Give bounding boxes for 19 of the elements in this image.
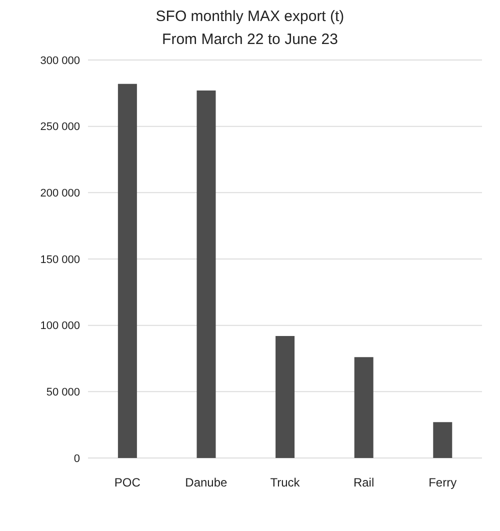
y-tick-label: 50 000: [46, 386, 80, 399]
bar: [196, 90, 216, 458]
chart-subtitle: From March 22 to June 23: [161, 31, 339, 48]
x-tick-label: POC: [114, 476, 141, 490]
x-tick-label: Rail: [353, 476, 374, 490]
y-tick-label: 0: [74, 452, 80, 465]
y-tick-label: 300 000: [40, 54, 80, 67]
y-tick-label: 100 000: [40, 320, 80, 332]
bar: [354, 357, 374, 458]
y-tick-label: 150 000: [40, 254, 80, 266]
bar: [276, 336, 295, 458]
y-tick-label: 250 000: [40, 121, 80, 134]
chart-title: SFO monthly MAX export (t): [154, 8, 346, 25]
bar: [433, 422, 452, 458]
x-tick-label: Danube: [185, 476, 228, 490]
x-tick-label: Ferry: [428, 476, 457, 490]
y-tick-label: 200 000: [40, 188, 80, 200]
x-tick-label: Truck: [270, 476, 301, 490]
bar: [118, 84, 137, 458]
